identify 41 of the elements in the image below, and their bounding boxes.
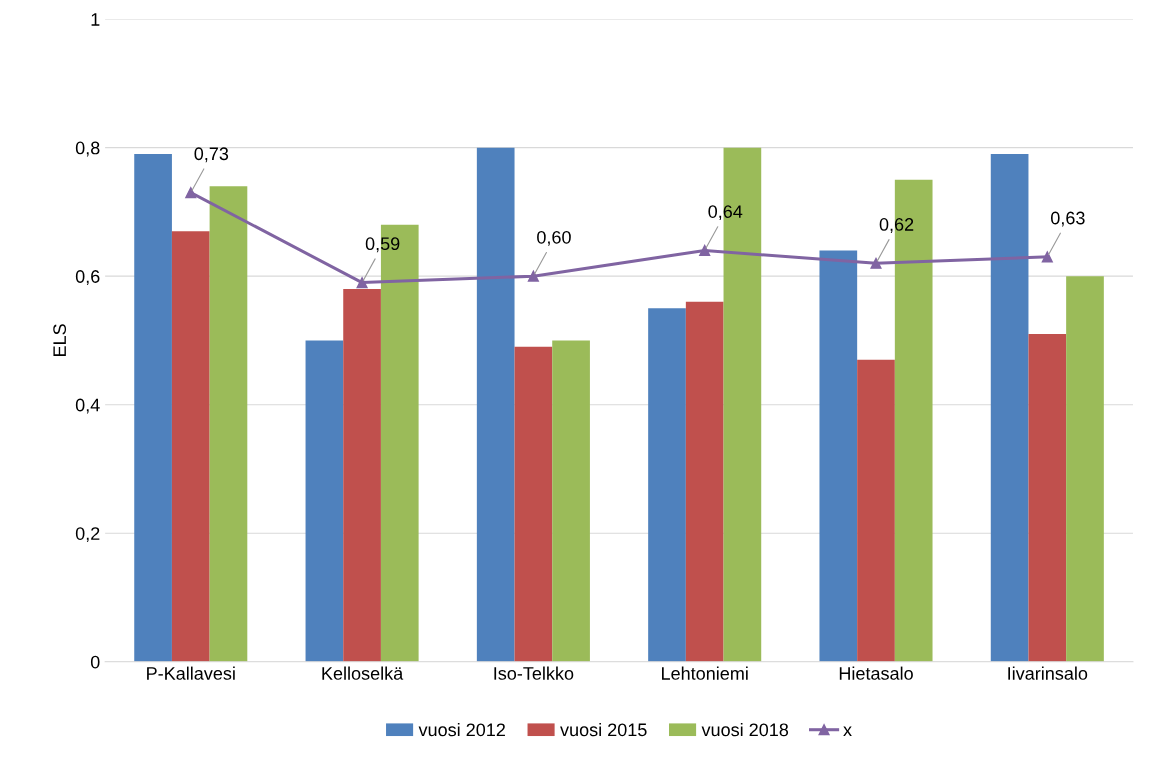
bar (552, 340, 590, 662)
legend-label: vuosi 2015 (560, 722, 647, 737)
data-label: 0,60 (537, 230, 571, 246)
bar (209, 186, 248, 662)
x-tick-label: Lehtoniemi (662, 666, 748, 680)
legend-label: vuosi 2012 (418, 722, 505, 737)
point (185, 187, 197, 199)
point (527, 270, 539, 282)
point (870, 257, 882, 269)
x-tick-label: P-Kallavesi (147, 666, 235, 680)
bar (343, 289, 381, 662)
y-tick-label: 1 (91, 13, 100, 26)
point (1041, 251, 1053, 263)
bar (1066, 276, 1104, 662)
x-tick-label: Iivarinsalo (1008, 666, 1088, 680)
legend-label: x (843, 726, 852, 737)
bar (134, 154, 172, 662)
y-axis-title: ELS (53, 324, 67, 357)
bar (648, 308, 686, 662)
bar (819, 250, 858, 662)
x-tick-label: Kelloselkä (322, 666, 404, 680)
bar (1028, 334, 1067, 662)
y-tick-label: 0,6 (75, 270, 100, 286)
point (356, 277, 368, 289)
point (699, 244, 711, 257)
bar (685, 301, 724, 662)
bar (476, 147, 515, 662)
y-tick-label: 0,4 (75, 398, 100, 414)
x-tick-label: Hietasalo (839, 666, 913, 680)
bar (514, 346, 553, 662)
x-tick-label: Iso-Telkko (494, 666, 574, 680)
bar (171, 231, 210, 662)
legend-label: vuosi 2018 (701, 722, 789, 737)
bar (990, 154, 1029, 662)
data-label: 0,63 (1051, 211, 1085, 227)
y-tick-label: 0,2 (75, 527, 100, 543)
bar (857, 359, 895, 662)
y-tick-label: 0,8 (75, 141, 100, 157)
y-tick-label: 0 (90, 655, 100, 669)
data-label: 0,73 (194, 147, 229, 163)
bar (305, 340, 344, 662)
